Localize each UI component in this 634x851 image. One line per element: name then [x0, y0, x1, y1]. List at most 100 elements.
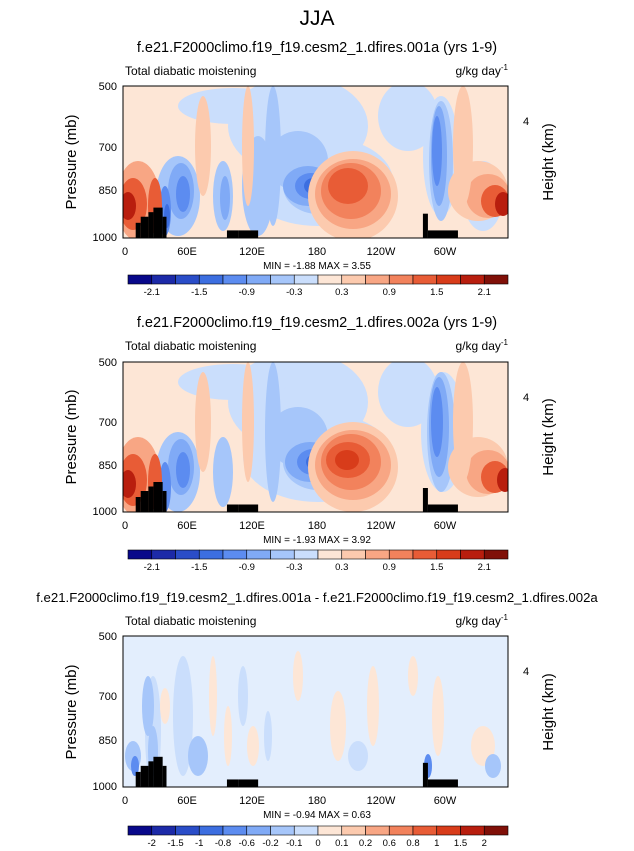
contour-blob: [330, 691, 346, 761]
y-tick-label: 700: [99, 417, 117, 429]
right-tick-label: 4: [523, 666, 529, 678]
contour-blob: [220, 176, 230, 220]
topography-mask: [135, 482, 458, 512]
terrain-block: [238, 779, 259, 787]
colorbar-swatch: [317, 825, 343, 836]
colorbar-label: -0.9: [239, 287, 255, 298]
colorbar-swatch: [246, 825, 271, 836]
colorbar-label: 0.1: [335, 838, 348, 849]
min-max-stats: MIN = -1.93 MAX = 3.92: [263, 535, 371, 546]
colorbar-label: -0.6: [239, 838, 255, 849]
x-tick-label: 60E: [177, 246, 197, 258]
colorbar-swatch: [198, 825, 224, 836]
colorbar-label: -1: [195, 838, 203, 849]
panel-3: f.e21.F2000climo.f19_f19.cesm2_1.dfires.…: [36, 590, 598, 849]
colorbar-swatch: [222, 825, 248, 836]
panel-title: f.e21.F2000climo.f19_f19.cesm2_1.dfires.…: [137, 40, 497, 56]
terrain-block: [153, 207, 163, 238]
terrain-block: [427, 779, 458, 787]
contour-blob: [453, 86, 473, 206]
colorbar-label: 1.5: [430, 287, 443, 298]
terrain-block: [226, 779, 239, 787]
colorbar-label: -0.9: [239, 562, 255, 573]
plot-frame: [122, 635, 509, 788]
x-tick-labels: 0 60E 120E 180 120W 60W: [122, 246, 457, 258]
x-tick-label: 120W: [367, 795, 396, 807]
colorbar-label: -1.5: [191, 562, 207, 573]
x-tick-label: 120W: [367, 246, 396, 258]
colorbar-label: -0.3: [286, 287, 302, 298]
colorbar-label: -1.5: [167, 838, 183, 849]
colorbar-swatch: [341, 825, 366, 836]
colorbar-swatch: [293, 274, 319, 285]
terrain-block: [140, 491, 149, 512]
terrain-block: [422, 213, 428, 238]
x-tick-label: 60E: [177, 795, 197, 807]
colorbar-swatch: [365, 274, 390, 285]
x-tick-label: 60W: [434, 520, 457, 532]
contour-blob: [432, 116, 442, 186]
y-tick-label: 850: [99, 460, 117, 472]
panel-2: f.e21.F2000climo.f19_f19.cesm2_1.dfires.…: [63, 315, 557, 573]
contour-blob: [209, 656, 217, 736]
contour-blob: [176, 452, 190, 488]
colorbar-swatch: [198, 274, 224, 285]
terrain-block: [162, 491, 167, 512]
colorbar-label: 1.5: [454, 838, 467, 849]
figure-title: JJA: [299, 7, 334, 30]
colorbar-label: 2: [482, 838, 487, 849]
panel-title: f.e21.F2000climo.f19_f19.cesm2_1.dfires.…: [137, 315, 497, 331]
colorbar-swatch: [365, 549, 390, 560]
x-tick-label: 180: [308, 246, 326, 258]
units-exponent: -1: [501, 338, 509, 347]
colorbar-swatch: [270, 274, 295, 285]
variable-label: Total diabatic moistening: [125, 614, 256, 628]
colorbar-swatch: [127, 825, 153, 836]
colorbar-swatch: [222, 274, 248, 285]
min-max-stats: MIN = -1.88 MAX = 3.55: [263, 261, 371, 272]
colorbar-label: 1: [434, 838, 439, 849]
contour-blob: [176, 176, 190, 212]
y-axis-label: Pressure (mb): [63, 114, 80, 209]
y-tick-labels: 500 700 850 1000: [93, 357, 117, 518]
colorbar-swatch: [317, 274, 343, 285]
terrain-block: [135, 222, 141, 238]
contour-field: [123, 362, 508, 512]
contour-blob: [242, 86, 254, 206]
contour-blob: [378, 86, 438, 151]
colorbar-swatch: [412, 549, 438, 560]
units-exponent: -1: [501, 63, 509, 72]
terrain-block: [162, 216, 167, 238]
contour-blob: [213, 437, 233, 507]
colorbar-swatch: [222, 549, 248, 560]
contour-blob: [195, 372, 211, 472]
colorbar-swatch: [175, 825, 200, 836]
terrain-block: [153, 482, 163, 512]
colorbar-swatch: [388, 549, 414, 560]
colorbar-label: 0.9: [383, 287, 396, 298]
right-tick-label: 4: [523, 392, 529, 404]
contour-blob: [123, 470, 136, 498]
terrain-block: [148, 761, 154, 787]
contour-blob: [328, 168, 368, 204]
colorbar-swatch: [151, 549, 176, 560]
units-text: g/kg day: [456, 614, 501, 628]
contour-blob: [123, 192, 136, 220]
colorbar-swatch: [246, 274, 271, 285]
contour-blob: [495, 192, 508, 216]
y-tick-label: 1000: [93, 781, 117, 793]
contour-blob: [497, 468, 508, 492]
x-tick-label: 60W: [434, 246, 457, 258]
x-tick-label: 180: [308, 795, 326, 807]
topography-mask: [135, 207, 458, 238]
x-tick-label: 60E: [177, 520, 197, 532]
panel-title: f.e21.F2000climo.f19_f19.cesm2_1.dfires.…: [36, 590, 598, 605]
colorbar-swatch: [151, 825, 176, 836]
colorbar-swatch: [270, 549, 295, 560]
contour-field: [123, 636, 508, 787]
y-tick-label: 1000: [93, 506, 117, 518]
colorbar-swatch: [317, 549, 343, 560]
colorbar: -2 -1.5 -1 -0.8 -0.6 -0.2 -0.1 0 0.1 0.2 0.6 0.8 1 1.…: [127, 825, 509, 849]
colorbar-swatch: [388, 825, 414, 836]
